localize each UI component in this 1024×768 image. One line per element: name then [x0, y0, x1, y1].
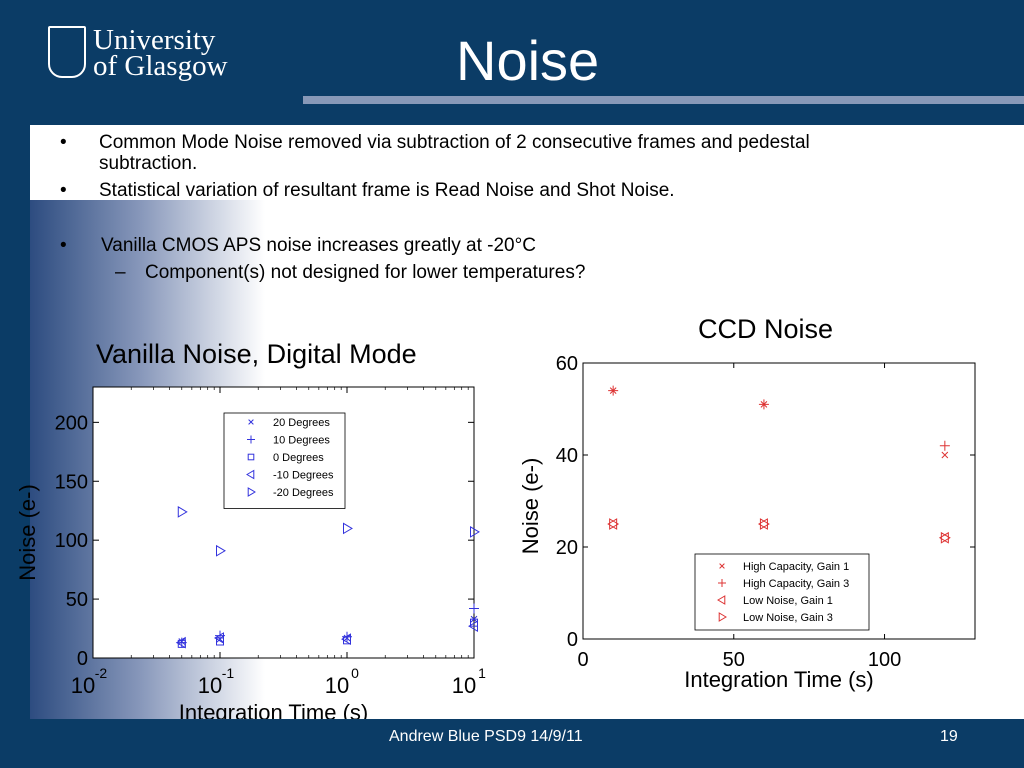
legend-label: 10 Degrees — [273, 435, 330, 447]
y-tick-label: 0 — [567, 629, 578, 651]
legend-marker — [717, 595, 726, 605]
data-point-triangle-right — [177, 506, 188, 518]
data-point-triangle-left — [341, 633, 351, 646]
data-point-triangle-left — [757, 518, 768, 530]
legend-label: -20 Degrees — [273, 487, 334, 499]
bullet-text-1: Common Mode Noise removed via subtractio… — [99, 132, 810, 153]
y-tick-label: 0 — [77, 648, 88, 670]
bullet-marker: • — [60, 180, 67, 201]
data-point-triangle-right — [940, 531, 951, 544]
bullet-text-1-cont: subtraction. — [99, 153, 198, 174]
legend-box — [694, 553, 870, 631]
legend-label: Low Noise, Gain 3 — [743, 612, 833, 624]
x-tick-label: 100 — [868, 649, 901, 671]
x-tick-label: 50 — [723, 649, 745, 671]
university-logo: University of Glasgow — [48, 24, 228, 84]
legend-label: 20 Degrees — [273, 417, 330, 429]
y-tick-label: 20 — [556, 537, 578, 559]
data-point-triangle-right — [609, 518, 620, 530]
vanilla-chart-title: Vanilla Noise, Digital Mode — [96, 339, 417, 369]
logo-line1: University — [93, 24, 216, 56]
data-point-triangle-left — [175, 636, 186, 649]
y-tick-label: 60 — [556, 353, 578, 375]
data-point-triangle-left — [468, 620, 478, 633]
y-axis-label: Noise (e-) — [518, 458, 543, 555]
slide-footer: Andrew Blue PSD9 14/9/11 19 — [0, 719, 1024, 768]
legend-label: High Capacity, Gain 1 — [743, 561, 849, 573]
slide-header: University of Glasgow Noise — [0, 0, 1024, 125]
legend-marker — [248, 419, 254, 425]
legend-label: 0 Degrees — [273, 452, 324, 464]
bullet-text-3: Vanilla CMOS APS noise increases greatly… — [101, 235, 536, 256]
footer-text: Andrew Blue PSD9 14/9/11 — [389, 728, 583, 745]
data-point-triangle-right — [470, 526, 480, 538]
data-point-triangle-right — [343, 522, 353, 535]
x-axis-label: Integration Time (s) — [684, 667, 874, 692]
y-tick-label: 40 — [556, 445, 578, 467]
logo-line2: of Glasgow — [93, 50, 228, 82]
legend-marker — [718, 579, 726, 587]
y-tick-label: 200 — [55, 412, 88, 434]
bullet-text-2: Statistical variation of resultant frame… — [99, 180, 675, 201]
y-tick-label: 100 — [55, 530, 88, 552]
y-axis-label: Noise (e-) — [15, 484, 40, 581]
x-tick-exponent: 1 — [478, 665, 486, 681]
page-number: 19 — [940, 728, 958, 745]
legend-label: -10 Degrees — [273, 470, 334, 482]
legend-marker — [719, 563, 725, 569]
y-tick-label: 150 — [55, 471, 88, 493]
x-tick-label: 0 — [577, 649, 588, 671]
data-point-triangle-right — [216, 544, 226, 557]
sub-bullet-marker: – — [115, 262, 126, 283]
data-point-triangle-right — [759, 518, 770, 530]
x-tick-exponent: -1 — [222, 665, 235, 681]
title-divider — [303, 96, 1024, 104]
data-point-triangle-left — [607, 518, 618, 530]
crest-icon — [48, 26, 86, 78]
legend-label: High Capacity, Gain 3 — [743, 578, 849, 590]
x-tick-label: 10 — [71, 673, 95, 698]
x-tick-exponent: 0 — [351, 665, 359, 681]
legend-marker — [247, 453, 255, 461]
y-tick-label: 50 — [66, 589, 88, 611]
data-point-+ — [758, 399, 769, 410]
legend-box — [223, 412, 346, 509]
content-top-band — [30, 125, 1024, 200]
sub-bullet-text: Component(s) not designed for lower temp… — [145, 262, 586, 283]
data-point-+ — [939, 440, 950, 451]
bullet-marker: • — [60, 235, 67, 256]
x-tick-label: 10 — [198, 673, 222, 698]
data-point-x — [941, 451, 949, 459]
ccd-chart-title: CCD Noise — [698, 314, 834, 344]
legend-marker — [247, 487, 256, 497]
legend-label: Low Noise, Gain 1 — [743, 595, 833, 607]
legend-marker — [718, 612, 727, 622]
x-tick-label: 10 — [325, 673, 349, 698]
x-tick-label: 10 — [452, 673, 476, 698]
data-point-triangle-left — [214, 632, 224, 644]
data-point-+ — [469, 603, 479, 614]
bullet-marker: • — [60, 132, 67, 153]
ccd-noise-chart: 0 50 100 0 20 40 60 Integration Time (s) Noise (… — [518, 353, 976, 692]
slide-title: Noise — [456, 29, 600, 92]
legend-marker — [247, 435, 255, 444]
legend-marker — [246, 469, 255, 480]
data-point-triangle-left — [938, 531, 949, 544]
x-tick-exponent: -2 — [95, 665, 108, 681]
data-point-+ — [608, 385, 619, 396]
